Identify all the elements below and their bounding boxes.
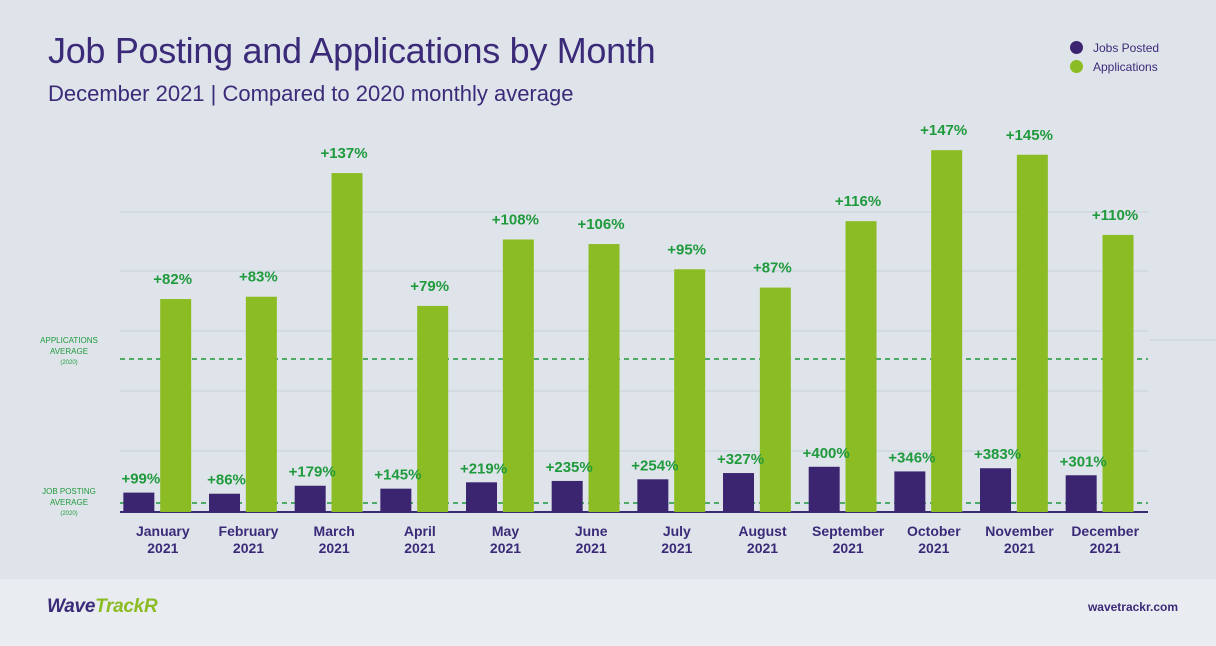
bar-jobs-posted (294, 485, 326, 512)
x-tick-label-year: 2021 (147, 540, 178, 556)
chart-title: Job Posting and Applications by Month (48, 30, 656, 71)
bar-jobs-posted (808, 466, 840, 512)
bars (123, 150, 1134, 513)
bar-applications (845, 221, 877, 512)
bar-applications (502, 239, 534, 513)
bar-applications (1016, 154, 1048, 512)
bar-jobs-posted (637, 479, 669, 512)
bar-jobs-posted (894, 471, 926, 512)
bar-jobs-posted (380, 488, 412, 512)
x-tick-label-month: December (1071, 523, 1139, 539)
x-tick-label-year: 2021 (1090, 540, 1121, 556)
bar-applications (417, 305, 449, 512)
average-labels: APPLICATIONS AVERAGE (2020) JOB POSTING … (40, 336, 98, 517)
data-label-jobs-posted: +254% (631, 457, 678, 474)
x-tick-label-month: March (314, 523, 355, 539)
data-label-jobs-posted: +86% (207, 472, 246, 489)
x-tick-label-month: September (812, 523, 885, 539)
jobs-average-label-line2: AVERAGE (50, 498, 88, 507)
data-label-jobs-posted: +145% (374, 467, 421, 484)
x-tick-label-month: November (985, 523, 1054, 539)
bar-applications (1102, 234, 1134, 512)
data-label-jobs-posted: +383% (974, 446, 1021, 463)
bar-applications (245, 296, 277, 512)
applications-average-label-line1: APPLICATIONS (40, 336, 98, 345)
legend-label-jobs: Jobs Posted (1093, 40, 1160, 55)
x-tick-label-year: 2021 (576, 540, 607, 556)
gridlines (120, 211, 1216, 513)
x-tick-label-month: January (136, 523, 190, 539)
data-label-applications: +83% (239, 269, 278, 286)
x-tick-label-month: April (404, 523, 436, 539)
data-label-jobs-posted: +219% (460, 460, 507, 477)
legend-label-applications: Applications (1093, 59, 1158, 74)
bar-jobs-posted (123, 492, 155, 512)
bar-jobs-posted (723, 473, 755, 512)
legend-item-applications: Applications (1070, 57, 1159, 76)
bar-jobs-posted (466, 482, 498, 512)
data-label-jobs-posted: +400% (803, 445, 850, 462)
data-label-applications: +145% (1006, 127, 1053, 144)
site-url: wavetrackr.com (1087, 600, 1178, 614)
data-label-applications: +79% (410, 278, 449, 295)
chart-subtitle: December 2021 | Compared to 2020 monthly… (48, 81, 574, 106)
legend-swatch-applications (1070, 60, 1083, 73)
jobs-average-label-line3: (2020) (60, 511, 77, 517)
bar-applications (331, 173, 363, 512)
applications-average-label-line2: AVERAGE (50, 347, 88, 356)
data-label-applications: +110% (1092, 207, 1138, 224)
legend-item-jobs: Jobs Posted (1070, 38, 1159, 57)
data-label-applications: +82% (153, 271, 192, 288)
data-label-applications: +108% (492, 211, 539, 228)
x-tick-label-year: 2021 (319, 540, 350, 556)
logo-part-wave: Wave (47, 596, 96, 617)
data-label-jobs-posted: +179% (289, 464, 336, 481)
bar-jobs-posted (980, 468, 1012, 512)
x-axis-ticks: January2021February2021March2021April202… (136, 523, 1140, 556)
x-tick-label-year: 2021 (1004, 540, 1035, 556)
data-label-jobs-posted: +99% (121, 471, 160, 488)
bar-labels: +99% +82% +86% +83% +179% +137% +145% +79% +219%… (121, 122, 1138, 489)
data-label-jobs-posted: +327% (717, 451, 764, 468)
logo-part-trackr: TrackR (95, 596, 158, 617)
x-tick-label-month: June (575, 523, 608, 539)
x-tick-label-year: 2021 (747, 540, 778, 556)
data-label-jobs-posted: +301% (1060, 453, 1107, 470)
chart-legend: Jobs Posted Applications (1070, 38, 1159, 76)
x-tick-label-month: February (219, 523, 279, 539)
average-lines (120, 358, 1148, 504)
x-tick-label-year: 2021 (233, 540, 264, 556)
data-label-jobs-posted: +346% (888, 449, 935, 466)
data-label-applications: +87% (753, 260, 792, 277)
footer: WaveTrackR wavetrackr.com (0, 579, 1216, 646)
x-tick-label-year: 2021 (661, 540, 692, 556)
x-tick-label-year: 2021 (490, 540, 521, 556)
legend-swatch-jobs (1070, 41, 1083, 54)
bar-applications (759, 287, 791, 512)
bar-jobs-posted (209, 493, 241, 512)
bar-applications (931, 150, 963, 513)
data-label-jobs-posted: +235% (546, 459, 593, 476)
x-tick-label-year: 2021 (833, 540, 864, 556)
x-tick-label-month: July (663, 523, 691, 539)
bar-chart: +99% +82% +86% +83% +179% +137% +145% +79% +219%… (40, 122, 1216, 556)
bar-applications (160, 299, 192, 512)
bar-applications (588, 244, 620, 512)
jobs-average-label-line1: JOB POSTING (42, 487, 96, 496)
x-tick-label-month: May (492, 523, 519, 539)
bar-jobs-posted (1065, 475, 1097, 512)
applications-average-label-line3: (2020) (60, 360, 77, 366)
x-tick-label-month: October (907, 523, 961, 539)
x-tick-label-month: August (738, 523, 787, 539)
data-label-applications: +106% (577, 216, 624, 233)
bar-applications (674, 269, 706, 512)
x-tick-label-year: 2021 (404, 540, 435, 556)
data-label-applications: +95% (667, 241, 706, 258)
x-tick-label-year: 2021 (918, 540, 949, 556)
data-label-applications: +147% (920, 122, 967, 139)
wavetrackr-logo: WaveTrackR (47, 596, 158, 618)
bar-jobs-posted (551, 480, 583, 512)
data-label-applications: +137% (320, 145, 367, 162)
data-label-applications: +116% (835, 193, 881, 210)
